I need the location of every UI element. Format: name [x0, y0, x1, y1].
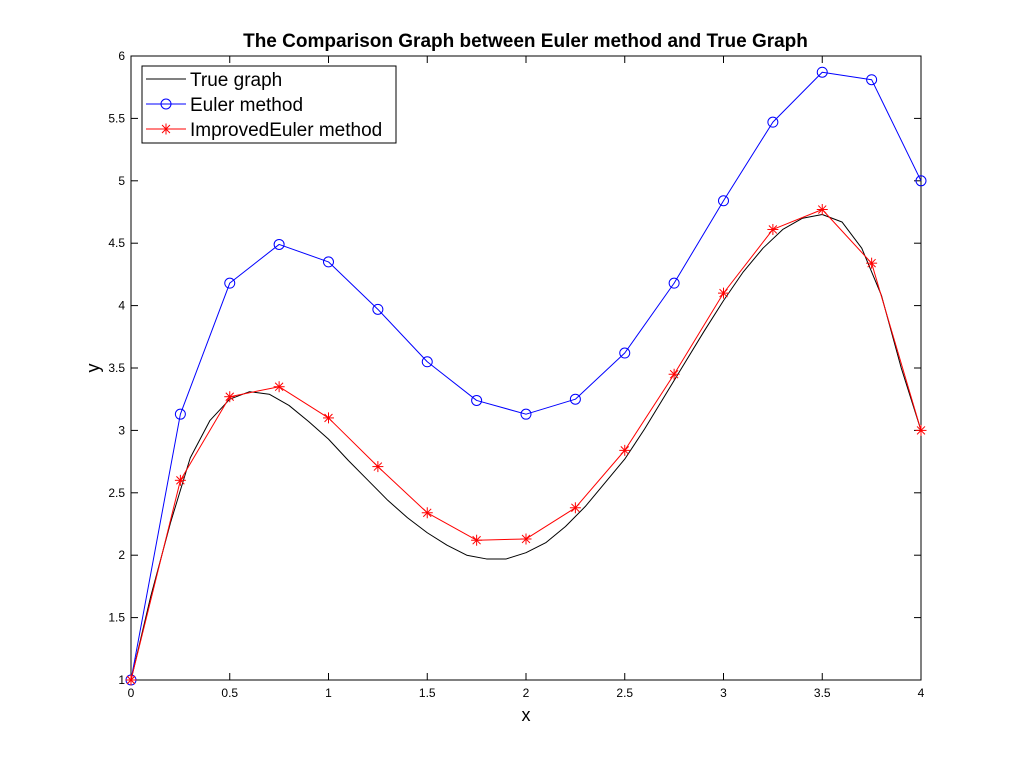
data-point	[668, 368, 680, 380]
x-tick-label: 3	[720, 686, 727, 700]
data-point	[174, 474, 186, 486]
legend-marker	[160, 123, 172, 135]
y-axis-ticks: 1 1.5 2 2.5 3 3.5 4 4.5 5 5.5 6	[108, 49, 921, 687]
data-point	[619, 444, 631, 456]
data-point	[718, 287, 729, 299]
x-tick-label: 3.5	[814, 686, 831, 700]
y-tick-label: 5.5	[108, 111, 125, 125]
legend-label: ImprovedEuler method	[190, 120, 382, 141]
y-tick-label: 4.5	[108, 236, 125, 250]
legend-marker	[160, 98, 172, 110]
data-point	[569, 502, 581, 514]
x-tick-label: 0	[128, 686, 135, 700]
legend-label: True graph	[190, 70, 282, 91]
legend-label: Euler method	[190, 95, 303, 116]
legend-item: True graph	[146, 70, 282, 91]
x-tick-label: 1	[325, 686, 332, 700]
x-axis-ticks: 0 0.5 1 1.5 2 2.5 3 3.5 4	[128, 56, 925, 700]
data-point	[816, 66, 828, 78]
data-point	[174, 408, 186, 420]
data-point	[866, 74, 878, 86]
y-tick-label: 3	[118, 423, 125, 437]
data-point	[767, 223, 779, 235]
data-point	[224, 391, 236, 403]
y-tick-label: 2.5	[108, 486, 125, 500]
legend-item: Euler method	[146, 95, 303, 116]
data-point	[668, 277, 680, 289]
data-point	[471, 394, 483, 406]
y-tick-label: 4	[118, 299, 125, 313]
x-tick-label: 1.5	[419, 686, 436, 700]
y-tick-label: 2	[118, 548, 125, 562]
data-point	[273, 381, 285, 393]
legend-item: ImprovedEuler method	[146, 120, 382, 141]
series-layer	[125, 66, 927, 686]
data-point	[273, 238, 285, 250]
data-point	[421, 356, 433, 368]
data-point	[372, 461, 384, 473]
series-euler-method	[125, 66, 927, 686]
data-point	[125, 674, 137, 686]
x-tick-label: 0.5	[221, 686, 238, 700]
data-point	[569, 393, 581, 405]
series-line	[130, 214, 922, 681]
data-point	[421, 507, 433, 519]
data-point	[816, 204, 828, 216]
y-tick-label: 5	[118, 174, 125, 188]
data-point	[866, 257, 878, 269]
data-point	[471, 534, 483, 546]
series-line	[130, 71, 922, 681]
plot-area	[130, 55, 922, 681]
x-tick-label: 4	[918, 686, 925, 700]
y-tick-label: 3.5	[108, 361, 125, 375]
x-tick-label: 2.5	[616, 686, 633, 700]
legend: True graph Euler method ImprovedEuler meth…	[141, 65, 397, 144]
data-point	[718, 195, 729, 207]
series-improvedeuler-method	[125, 204, 927, 686]
data-point	[520, 533, 532, 545]
data-point	[323, 412, 334, 424]
x-tick-label: 2	[523, 686, 530, 700]
data-point	[372, 303, 384, 315]
data-point	[619, 347, 631, 359]
data-point	[520, 408, 532, 420]
data-point	[224, 277, 236, 289]
y-tick-label: 6	[118, 49, 125, 63]
chart-title: The Comparison Graph between Euler metho…	[243, 31, 808, 52]
series-true-graph	[130, 214, 922, 681]
data-point	[767, 116, 779, 128]
legend-items: True graph Euler method ImprovedEuler meth…	[146, 70, 382, 141]
y-tick-label: 1.5	[108, 611, 125, 625]
data-point	[323, 256, 334, 268]
data-point	[915, 175, 927, 187]
y-tick-label: 1	[118, 673, 125, 687]
data-point	[915, 424, 927, 436]
y-axis-label: y	[83, 364, 103, 373]
x-axis-label: x	[522, 705, 531, 725]
